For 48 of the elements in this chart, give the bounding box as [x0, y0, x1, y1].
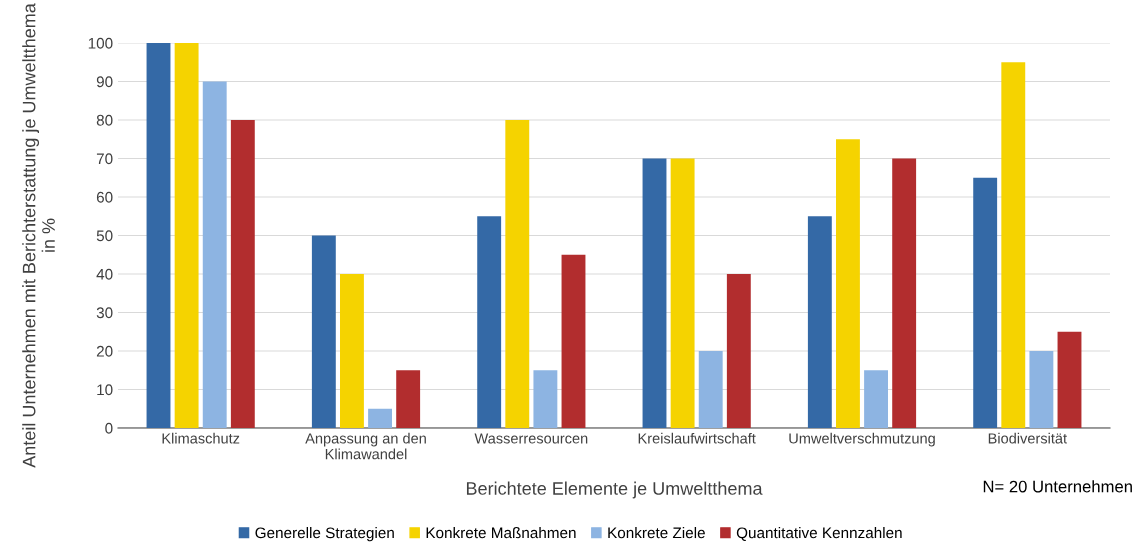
- bar: [561, 254, 586, 428]
- bar: [311, 235, 336, 428]
- y-tick-label: 100: [88, 37, 113, 49]
- bar: [146, 43, 171, 428]
- x-axis-title: Berichtete Elemente je Umweltthema: [466, 481, 763, 499]
- bar: [340, 274, 364, 428]
- bar: [396, 370, 421, 428]
- y-tick-label: 0: [105, 422, 113, 434]
- bar: [864, 370, 888, 428]
- bar: [230, 120, 255, 428]
- bar: [202, 81, 227, 428]
- bar: [670, 158, 695, 428]
- bar: [892, 158, 917, 428]
- bar: [726, 274, 751, 428]
- bar: [698, 351, 723, 428]
- legend-label: Konkrete Ziele: [608, 527, 705, 539]
- y-tick-label: 30: [96, 307, 113, 319]
- legend-label: Quantitative Kennzahlen: [736, 527, 902, 541]
- x-tick-label: Biodiversität: [988, 432, 1067, 444]
- x-tick-label: Wasserresourcen: [474, 433, 588, 444]
- bar: [533, 370, 558, 428]
- legend-label: Generelle Strategien: [255, 527, 394, 542]
- x-tick-label: Klimaschutz: [162, 432, 240, 444]
- x-tick-label: Umweltverschmutzung: [789, 432, 935, 447]
- bar: [973, 177, 998, 428]
- y-tick-label: 50: [96, 230, 113, 242]
- x-tick-label: Kreislaufwirtschaft: [638, 432, 756, 444]
- bar: [477, 216, 502, 428]
- x-tick-label: Anpassung an den Klimawandel: [305, 432, 426, 460]
- y-tick-label: 90: [96, 76, 113, 88]
- bar: [368, 408, 392, 428]
- bar: [1057, 331, 1082, 428]
- y-tick-label: 80: [96, 114, 113, 126]
- y-tick-label: 10: [97, 384, 113, 396]
- y-tick-label: 70: [96, 153, 113, 165]
- bar: [807, 216, 832, 428]
- y-tick-label: 60: [96, 191, 113, 203]
- text: N= 20 Unternehmen: [983, 480, 1132, 493]
- y-axis-title: Anteil Unternehmen mit Berichterstattung je Umweltthema in %: [22, 3, 55, 468]
- bar: [505, 120, 530, 428]
- y-tick-label: 20: [96, 345, 113, 357]
- bar: [836, 139, 860, 428]
- bar: [1001, 62, 1026, 428]
- bar: [1029, 351, 1054, 428]
- bar: [642, 158, 667, 428]
- legend-label: Konkrete Maßnahmen: [426, 527, 576, 539]
- bar: [174, 43, 199, 428]
- y-tick-label: 40: [96, 268, 113, 280]
